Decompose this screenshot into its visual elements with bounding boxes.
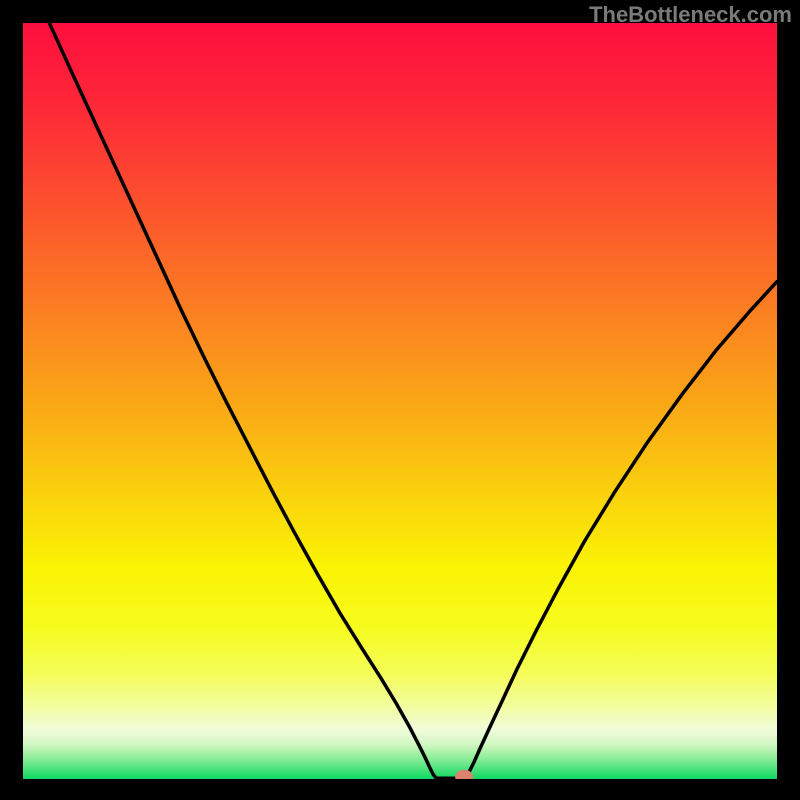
curve <box>49 23 777 778</box>
curve-layer <box>23 23 777 779</box>
chart-container: TheBottleneck.com <box>0 0 800 800</box>
attribution-text: TheBottleneck.com <box>589 2 792 28</box>
plot-area <box>23 23 777 779</box>
